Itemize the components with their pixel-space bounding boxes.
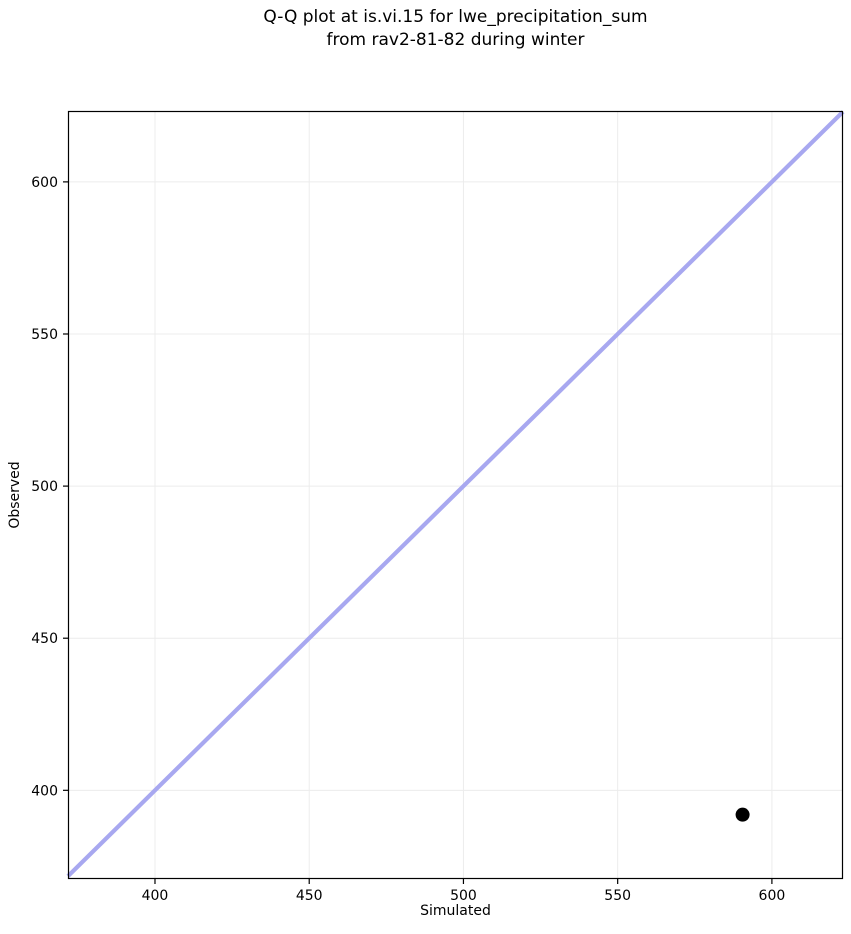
y-tick-label: 500 bbox=[31, 479, 58, 495]
chart-title-line-2: from rav2-81-82 during winter bbox=[326, 30, 585, 50]
x-tick-label: 500 bbox=[450, 888, 477, 904]
x-axis-label: Simulated bbox=[420, 903, 491, 919]
x-tick-label: 550 bbox=[604, 888, 631, 904]
x-tick-label: 600 bbox=[759, 888, 786, 904]
plot-canvas: 400 450 500 550 600 400 450 500 550 600 bbox=[31, 110, 845, 904]
y-tick-label: 600 bbox=[31, 175, 58, 191]
x-tick-label: 450 bbox=[296, 888, 323, 904]
identity-line bbox=[66, 110, 845, 878]
chart-title: Q-Q plot at is.vi.15 for lwe_precipitati… bbox=[68, 6, 843, 52]
x-tick-label: 400 bbox=[142, 888, 169, 904]
y-axis-label: Observed bbox=[7, 461, 23, 529]
data-point bbox=[735, 807, 750, 822]
chart-title-line-1: Q-Q plot at is.vi.15 for lwe_precipitati… bbox=[263, 7, 648, 27]
y-tick-label: 450 bbox=[31, 631, 58, 647]
y-tick-label: 550 bbox=[31, 327, 58, 343]
y-tick-label: 400 bbox=[31, 783, 58, 799]
axes-spines bbox=[67, 110, 844, 880]
